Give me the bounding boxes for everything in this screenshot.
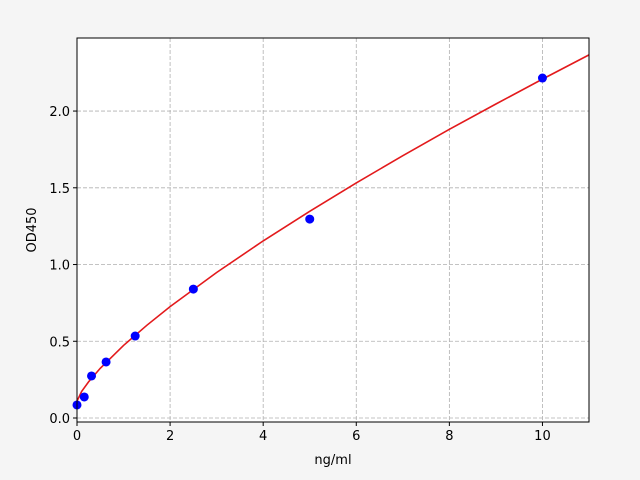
- data-point: [79, 392, 89, 402]
- data-point: [305, 214, 315, 224]
- y-tick-label: 2.0: [49, 105, 70, 120]
- y-tick-label: 1.0: [49, 259, 70, 274]
- grid: [76, 38, 589, 422]
- plot-area: [77, 38, 589, 422]
- x-axis-label: ng/ml: [314, 453, 351, 468]
- data-point: [87, 371, 97, 381]
- ticks: 0 2 4 6 8 10 0.0 0.5 1.0 1.5 2.0: [49, 105, 550, 444]
- x-tick-label: 2: [166, 429, 174, 444]
- x-tick-label: 8: [445, 429, 453, 444]
- x-tick-label: 10: [534, 429, 551, 444]
- plot-frame: [76, 37, 590, 423]
- y-tick-label: 0.5: [49, 335, 70, 350]
- x-tick-label: 6: [352, 429, 360, 444]
- y-tick-label: 1.5: [49, 182, 70, 197]
- y-axis-label: OD450: [25, 207, 40, 252]
- data-point: [130, 331, 140, 341]
- data-point: [188, 284, 198, 294]
- y-tick-label: 0.0: [49, 412, 70, 427]
- data-point: [101, 357, 111, 367]
- x-tick-label: 4: [259, 429, 267, 444]
- data-point: [537, 73, 547, 83]
- x-tick-label: 0: [73, 429, 81, 444]
